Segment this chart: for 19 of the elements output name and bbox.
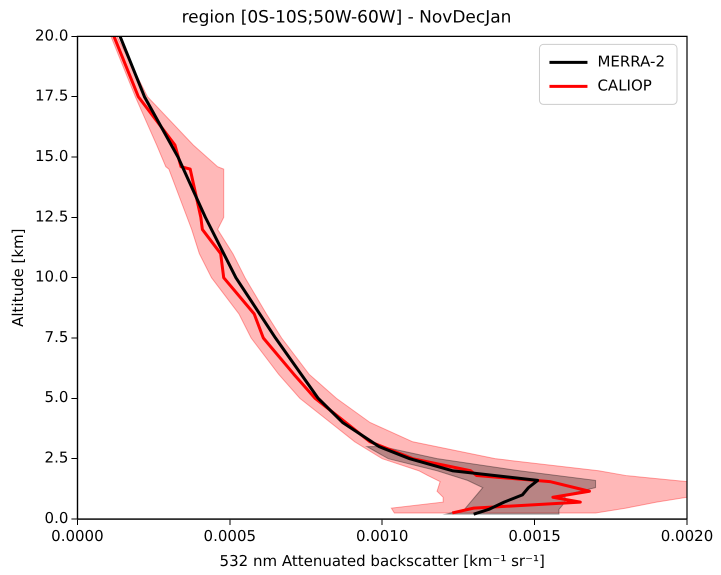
chart-title: region [0S-10S;50W-60W] - NovDecJan — [182, 8, 512, 28]
x-tick-label: 0.0020 — [660, 526, 714, 545]
y-tick-label: 10.0 — [34, 268, 68, 286]
y-tick-label: 5.0 — [44, 388, 68, 406]
y-tick-label: 7.5 — [44, 328, 68, 346]
y-tick-label: 0.0 — [44, 508, 68, 527]
x-tick-label: 0.0000 — [51, 526, 104, 545]
x-tick-label: 0.0010 — [356, 526, 408, 545]
x-tick-label: 0.0015 — [508, 526, 561, 545]
x-axis-title: 532 nm Attenuated backscatter [km⁻¹ sr⁻¹] — [220, 552, 545, 570]
y-tick-label: 15.0 — [34, 146, 68, 165]
legend-label: CALIOP — [597, 76, 652, 94]
legend-label: MERRA-2 — [597, 52, 666, 70]
y-tick-label: 20.0 — [34, 26, 68, 44]
y-tick-label: 2.5 — [44, 448, 68, 467]
y-axis-title: Altitude [km] — [8, 228, 27, 327]
y-tick-label: 12.5 — [34, 207, 68, 226]
x-tick-label: 0.0005 — [204, 526, 256, 545]
y-tick-label: 17.5 — [34, 86, 68, 105]
